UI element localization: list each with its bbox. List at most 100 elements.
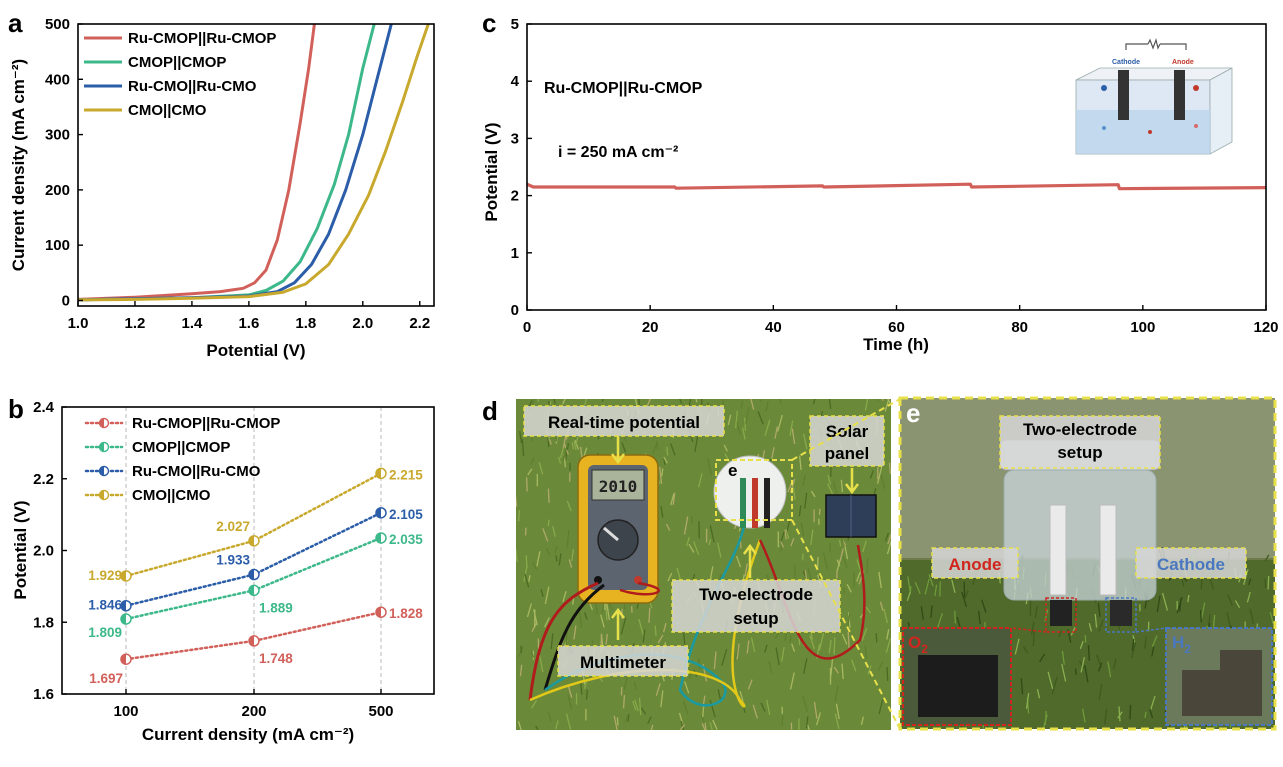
x-tick-label: 500 xyxy=(368,703,393,720)
h2-sub: 2 xyxy=(1184,642,1191,656)
grass-blade xyxy=(867,558,868,573)
data-label: 2.035 xyxy=(389,532,423,547)
inset-anode-label: Anode xyxy=(1172,59,1194,66)
inset-resistor xyxy=(1148,40,1160,48)
legend-label: CMO||CMO xyxy=(128,102,207,119)
series-line xyxy=(527,184,1266,189)
o2-sub: 2 xyxy=(921,642,928,656)
data-label: 1.846 xyxy=(88,598,122,613)
inset-cell-side xyxy=(1210,68,1232,154)
cathode-electrode xyxy=(1110,600,1132,626)
grass-blade xyxy=(655,626,656,636)
panel-letter-e: e xyxy=(906,398,920,428)
panel-c-annotation-current: i = 250 mA cm⁻² xyxy=(558,144,678,161)
grass-blade xyxy=(573,598,574,604)
inset-electrolyte xyxy=(1076,110,1210,154)
y-tick-label: 0 xyxy=(511,302,519,319)
y-tick-label: 4 xyxy=(511,73,520,90)
y-tick-label: 3 xyxy=(511,130,519,147)
legend-label: Ru-CMOP||Ru-CMOP xyxy=(132,415,280,432)
y-tick-label: 1.6 xyxy=(33,686,54,703)
grass-blade xyxy=(578,392,579,399)
y-tick-label: 200 xyxy=(45,182,70,199)
panel-letter-d: d xyxy=(482,396,498,426)
panel-letter-c: c xyxy=(482,8,496,38)
electrode-holder xyxy=(1050,505,1066,595)
x-tick-label: 20 xyxy=(642,319,659,336)
grass-blade xyxy=(548,489,549,503)
legend-label: Ru-CMO||Ru-CMO xyxy=(128,78,257,95)
anode-electrode xyxy=(1050,600,1072,626)
inset-cathode-plate xyxy=(1118,70,1129,120)
x-tick-label: 100 xyxy=(113,703,138,720)
legend-label: CMOP||CMOP xyxy=(132,439,230,456)
inset-ion xyxy=(1148,130,1152,134)
electrode-holder xyxy=(1100,505,1116,595)
x-tick-label: 1.4 xyxy=(181,315,203,332)
grass-blade xyxy=(526,555,527,568)
panel-letter-a: a xyxy=(8,8,23,38)
anode-foam xyxy=(918,655,998,717)
data-label: 1.933 xyxy=(216,553,250,568)
panel-a-ylabel: Current density (mA cm⁻²) xyxy=(9,59,28,271)
grass-blade xyxy=(819,509,820,515)
grass-blade xyxy=(667,447,668,456)
h2-main: H xyxy=(1172,633,1184,652)
jar-body xyxy=(1004,470,1156,600)
label-two-electrode-1: Two-electrode xyxy=(1023,420,1137,439)
panel-c-annotation-title: Ru-CMOP||Ru-CMOP xyxy=(544,80,703,97)
grass-blade xyxy=(649,608,650,623)
photo-d: 2010 Real-time potential Solar pane xyxy=(515,384,893,738)
x-tick-label: 2.2 xyxy=(409,315,430,332)
grass-blade xyxy=(940,582,941,597)
label-two-electrode-2: setup xyxy=(1057,443,1102,462)
grass-blade xyxy=(1176,730,1179,740)
y-tick-label: 300 xyxy=(45,127,70,144)
grass-blade xyxy=(745,418,746,431)
x-tick-label: 40 xyxy=(765,319,782,336)
y-tick-label: 500 xyxy=(45,16,70,33)
inset-anode-plate xyxy=(1174,70,1185,120)
data-label: 1.748 xyxy=(259,651,293,666)
label-two-electrode-1: Two-electrode xyxy=(699,585,813,604)
panel-a-xlabel: Potential (V) xyxy=(206,341,305,360)
label-anode: Anode xyxy=(949,555,1002,574)
grass-blade xyxy=(877,389,878,402)
label-e-marker: e xyxy=(728,461,737,480)
grass-blade xyxy=(955,611,956,624)
grass-blade xyxy=(556,555,557,561)
grass-blade xyxy=(928,733,931,740)
label-multimeter: Multimeter xyxy=(580,653,666,672)
legend-label: CMOP||CMOP xyxy=(128,54,226,71)
inset-h2-bubble xyxy=(1101,85,1107,91)
grass-blade xyxy=(1130,705,1131,720)
y-tick-label: 2.4 xyxy=(33,399,55,416)
label-realtime-potential: Real-time potential xyxy=(548,413,700,432)
x-tick-label: 1.0 xyxy=(68,315,89,332)
x-tick-label: 200 xyxy=(241,703,266,720)
panel-letter-b: b xyxy=(8,394,24,424)
y-tick-label: 0 xyxy=(62,292,70,309)
y-tick-label: 2 xyxy=(511,188,519,205)
grass-blade xyxy=(1151,730,1154,738)
label-cathode: Cathode xyxy=(1157,555,1225,574)
grass-blade xyxy=(548,520,549,526)
legend-label: Ru-CMO||Ru-CMO xyxy=(132,463,261,480)
grass-blade xyxy=(519,510,520,521)
x-tick-label: 120 xyxy=(1253,319,1278,336)
panel-b-xlabel: Current density (mA cm⁻²) xyxy=(142,725,354,744)
x-tick-label: 100 xyxy=(1130,319,1155,336)
y-tick-label: 5 xyxy=(511,16,519,33)
panel-a-legend: Ru-CMOP||Ru-CMOPCMOP||CMOPRu-CMO||Ru-CMO… xyxy=(84,30,276,119)
inset-cell-top xyxy=(1076,68,1232,80)
grass-blade xyxy=(834,637,835,654)
x-tick-label: 60 xyxy=(888,319,905,336)
grass-blade xyxy=(830,543,831,552)
panel-c-ylabel: Potential (V) xyxy=(482,122,501,221)
x-tick-label: 1.6 xyxy=(238,315,259,332)
grass-blade xyxy=(692,516,693,524)
photo-e: Two-electrode setup Anode Cathode O2 H2 xyxy=(899,398,1279,740)
grass-blade xyxy=(1268,576,1269,589)
